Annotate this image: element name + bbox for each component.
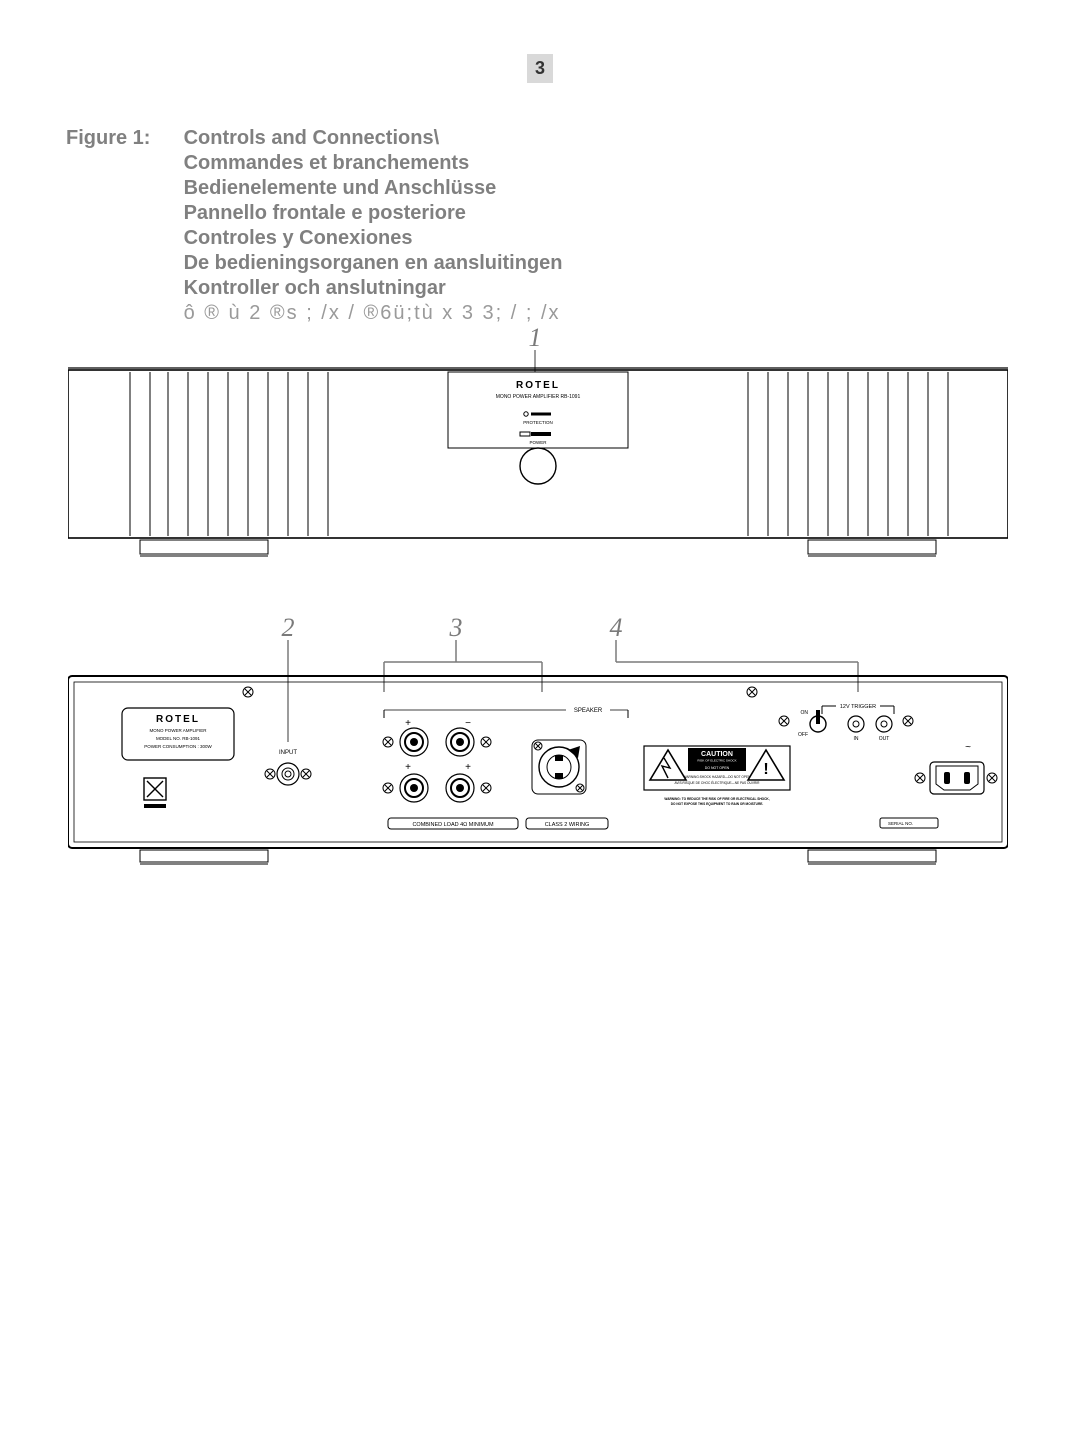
svg-text:−: −: [465, 718, 471, 729]
front-panel-diagram: 1 ROTEL MONO POWER AMPLIFIER RB-1091: [68, 326, 1008, 576]
figure-caption: Figure 1: Controls and Connections\ Comm…: [66, 126, 563, 326]
caution-line3: WARNING: TO REDUCE THE RISK OF FIRE OR E…: [664, 797, 769, 801]
title-fr: Commandes et branchements: [184, 152, 470, 174]
callout-2: 2: [282, 613, 295, 642]
heatsink-left: [130, 372, 328, 536]
rear-brand-sub1: MONO POWER AMPLIFIER: [149, 728, 207, 733]
svg-text:+: +: [405, 718, 411, 729]
input-label: INPUT: [279, 750, 297, 756]
svg-text:!: !: [763, 761, 768, 778]
caution-label: CAUTION: [701, 751, 733, 758]
front-subtitle: MONO POWER AMPLIFIER RB-1091: [496, 394, 581, 400]
rear-panel-diagram: 2 3 4 ROTEL MONO POWER AMPLIFIER MODEL N…: [68, 610, 1008, 900]
heatsink-right: [748, 372, 948, 536]
trigger-out-label: OUT: [879, 736, 890, 742]
title-sv: Kontroller och anslutningar: [184, 277, 446, 299]
figure-label: Figure 1:: [66, 126, 178, 151]
class-label: CLASS 2 WIRING: [545, 822, 590, 828]
svg-text:+: +: [465, 762, 471, 773]
speakon-connector: [532, 740, 586, 794]
title-nl: De bedieningsorganen en aansluitingen: [184, 252, 563, 274]
callout-4: 4: [610, 613, 623, 642]
trigger-in-label: IN: [854, 736, 859, 742]
svg-text:~: ~: [965, 742, 971, 753]
combined-label: COMBINED LOAD 4Ω MINIMUM: [412, 822, 494, 828]
figure-titles: Controls and Connections\ Commandes et b…: [184, 126, 563, 326]
front-brand: ROTEL: [516, 380, 560, 391]
binding-posts: [383, 728, 491, 802]
caution-line2: AVIS:RISQUE DE CHOC ÉLECTRIQUE—NE PAS OU…: [675, 780, 761, 785]
rear-brand: ROTEL: [156, 714, 200, 725]
title-it: Pannello frontale e posteriore: [184, 202, 466, 224]
rear-brand-sub2: MODEL NO. RB-1091: [156, 736, 201, 741]
speaker-label: SPEAKER: [574, 708, 603, 714]
power-label: POWER: [529, 440, 547, 445]
callout-3: 3: [449, 613, 463, 642]
title-de: Bedienelemente und Anschlüsse: [184, 177, 497, 199]
svg-text:OFF: OFF: [798, 732, 808, 738]
page-number: 3: [527, 54, 553, 83]
trigger-label: 12V TRIGGER: [840, 704, 876, 710]
weee-icon: [144, 778, 166, 808]
rca-input: [265, 763, 311, 785]
rear-brand-sub3: POWER CONSUMPTION : 300W: [144, 744, 212, 749]
serial-label: SERIAL NO.: [888, 821, 913, 826]
title-es: Controles y Conexiones: [184, 227, 413, 249]
svg-text:ON: ON: [801, 710, 809, 716]
screw-icon: [243, 687, 757, 697]
power-toggle: ON OFF: [798, 710, 826, 738]
svg-text:+: +: [405, 762, 411, 773]
iec-inlet: [915, 762, 997, 794]
caution-line4: DO NOT EXPOSE THIS EQUIPMENT TO RAIN OR …: [671, 802, 764, 806]
title-en: Controls and Connections\: [184, 127, 440, 149]
caution-line1: WARNING:SHOCK HAZARD—DO NOT OPEN: [684, 775, 752, 779]
title-ru: ô ® ù 2 ®s ; /x / ®6ü;tù x 3 3; / ; /x: [184, 302, 561, 324]
caution-sub2: DO NOT OPEN: [705, 766, 730, 770]
caution-box: ! CAUTION RISK OF ELECTRIC SHOCK DO NOT …: [644, 746, 790, 806]
protection-label: PROTECTION: [523, 420, 553, 425]
callout-1: 1: [529, 326, 542, 352]
caution-sub1: RISK OF ELECTRIC SHOCK: [697, 759, 736, 763]
